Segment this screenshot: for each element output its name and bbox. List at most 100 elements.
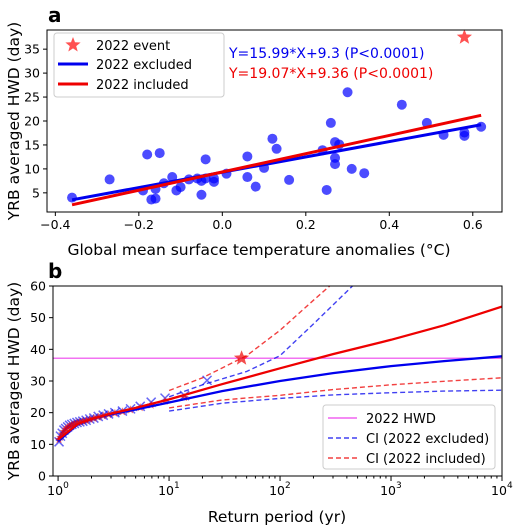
scatter-point: [271, 143, 282, 154]
x-tick-label: 0.4: [379, 217, 399, 232]
regression-line-excluded: [71, 123, 482, 202]
x-tick-label: 10: [380, 483, 396, 498]
empirical-point-included: [72, 418, 82, 427]
x-tick-label: −0.4: [40, 217, 70, 232]
empirical-point-included: [180, 393, 189, 402]
panel-a-x-axis-label: Global mean surface temperature anomalie…: [67, 241, 450, 259]
equation-included: Y=19.07*X+9.36 (P<0.0001): [228, 66, 433, 82]
panel-b-plot-area: [53, 286, 502, 447]
y-tick-label: 50: [30, 310, 46, 325]
panel-a: a −0.4 −0.2 0.0 0.2 0.4 0.6 5 10 15 20 25 30 35 Glo…: [5, 3, 503, 259]
scatter-point: [284, 174, 295, 185]
x-tick-label: 10: [491, 483, 507, 498]
panel-a-y-axis-label: YRB averaged HWD (day): [5, 22, 23, 221]
legend-item-hwd: 2022 HWD: [366, 412, 436, 427]
legend-item-event: 2022 event: [96, 39, 170, 54]
event-2022-star: [233, 350, 250, 365]
event-2022-star: [456, 29, 472, 44]
y-tick-label: 5: [32, 185, 40, 200]
x-tick-label: 0.0: [212, 217, 232, 232]
equation-excluded: Y=15.99*X+9.3 (P<0.0001): [228, 46, 424, 62]
x-tick-exponent: 2: [285, 481, 291, 491]
scatter-point: [250, 181, 261, 192]
y-tick-label: 10: [24, 161, 40, 176]
scatter-point: [242, 151, 253, 162]
panel-b-clipped-group: [53, 286, 502, 447]
panel-b-x-axis-label: Return period (yr): [208, 508, 346, 526]
legend-item-ci-included: CI (2022 included): [366, 452, 486, 467]
y-tick-label: 60: [30, 279, 46, 294]
scatter-point: [359, 168, 370, 179]
y-tick-label: 20: [30, 405, 46, 420]
x-tick-label: 10: [158, 483, 174, 498]
scatter-point: [396, 99, 407, 110]
empirical-point-included: [78, 416, 88, 425]
ci-included-lower: [168, 377, 502, 409]
legend-item-included: 2022 included: [96, 78, 189, 93]
panel-b-y-ticks: 0 10 20 30 40 50 60: [30, 279, 53, 484]
scatter-point: [242, 172, 253, 183]
empirical-point-included: [70, 419, 79, 428]
empirical-point-included: [75, 417, 85, 426]
legend-box: [322, 404, 496, 470]
legend-star-icon: [65, 37, 81, 52]
panel-a-legend: 2022 event 2022 excluded 2022 included: [53, 32, 225, 98]
panel-a-label: a: [48, 3, 62, 27]
panel-b-legend: 2022 HWD CI (2022 excluded) CI (2022 inc…: [322, 404, 496, 470]
x-tick-exponent: 3: [396, 481, 402, 491]
x-tick-label: 0.6: [463, 217, 483, 232]
scatter-point: [154, 148, 165, 159]
scatter-point: [200, 154, 211, 165]
y-tick-label: 0: [38, 469, 46, 484]
scatter-point: [267, 133, 278, 144]
scatter-point: [459, 130, 470, 141]
scatter-point: [67, 192, 78, 203]
panel-b-y-axis-label: YRB averaged HWD (day): [5, 282, 23, 481]
scatter-point: [150, 193, 161, 204]
scatter-point: [104, 174, 115, 185]
scatter-point: [142, 149, 153, 160]
y-tick-label: 15: [24, 137, 40, 152]
empirical-point-included: [65, 421, 74, 430]
empirical-point-excluded: [202, 375, 213, 386]
y-tick-label: 10: [30, 437, 46, 452]
y-tick-label: 40: [30, 342, 46, 357]
scatter-point: [208, 173, 219, 184]
panel-a-y-ticks: 5 10 15 20 25 30 35: [24, 42, 47, 200]
panel-b-x-ticks: 10 0 10 1 10 2 10 3 10 4: [47, 476, 513, 498]
y-tick-label: 30: [24, 66, 40, 81]
ci-included-upper: [168, 286, 331, 392]
legend-item-excluded: 2022 excluded: [96, 58, 192, 73]
x-tick-label: −0.2: [124, 217, 154, 232]
y-tick-label: 30: [30, 374, 46, 389]
scatter-point: [342, 87, 353, 98]
fit-line-included: [57, 305, 502, 441]
panel-b-label: b: [48, 259, 62, 283]
x-tick-exponent: 0: [63, 481, 69, 491]
ci-excluded-upper: [168, 286, 353, 398]
x-tick-exponent: 1: [174, 481, 180, 491]
panel-a-plot-area: [67, 29, 487, 207]
panel-a-x-ticks: −0.4 −0.2 0.0 0.2 0.4 0.6: [40, 212, 483, 232]
x-tick-label: 10: [269, 483, 285, 498]
ci-excluded-lower: [168, 389, 502, 412]
y-tick-label: 25: [24, 90, 40, 105]
scatter-point: [321, 184, 332, 195]
scatter-point: [346, 163, 357, 174]
legend-item-ci-excluded: CI (2022 excluded): [366, 432, 489, 447]
x-tick-label: 10: [47, 483, 63, 498]
scatter-point: [196, 189, 207, 200]
x-tick-label: 0.2: [296, 217, 316, 232]
scatter-point: [325, 117, 336, 128]
empirical-point-included: [61, 424, 70, 433]
legend-box: [53, 32, 225, 98]
empirical-point-included: [67, 420, 77, 429]
scatter-point: [175, 182, 186, 193]
regression-line-included: [71, 113, 482, 207]
x-tick-exponent: 4: [507, 481, 513, 491]
y-tick-label: 35: [24, 42, 40, 57]
scatter-point: [330, 152, 341, 163]
y-tick-label: 20: [24, 114, 40, 129]
